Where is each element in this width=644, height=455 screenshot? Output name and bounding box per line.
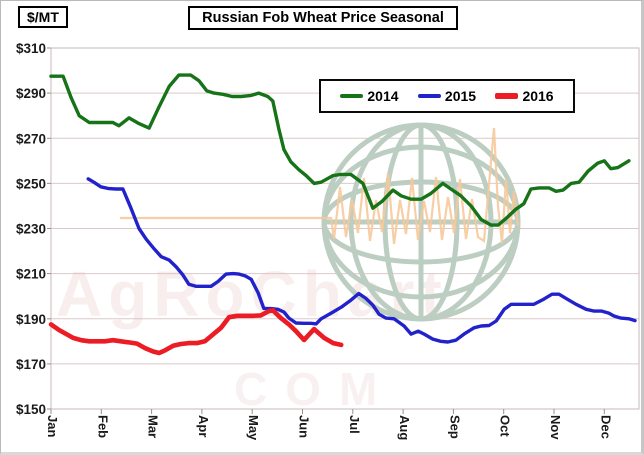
y-tick-label: $150: [16, 402, 46, 417]
y-axis-units-box: $/MT: [18, 6, 68, 28]
x-tick-label: Aug: [397, 415, 412, 440]
legend-label-2014: 2014: [367, 88, 399, 104]
x-tick-label: Jul: [347, 415, 362, 434]
legend-label-2015: 2015: [444, 88, 477, 104]
watermark-text-2: COM: [234, 363, 395, 415]
x-tick-label: Jun: [297, 415, 312, 438]
y-tick-label: $270: [16, 131, 46, 146]
x-tick-label: Feb: [95, 415, 110, 438]
chart-title: Russian Fob Wheat Price Seasonal: [202, 10, 444, 26]
x-tick-label: Mar: [146, 415, 161, 438]
x-tick-label: Apr: [196, 415, 211, 437]
x-tick-label: May: [246, 415, 261, 441]
price-sparkline-watermark: [120, 127, 520, 245]
legend-line-swatch-2016: [495, 93, 519, 99]
series-line-2016: [48, 307, 344, 356]
series-line-2014: [49, 73, 631, 227]
legend-entry-2015: 2015: [417, 88, 477, 104]
y-tick-label: $290: [16, 86, 46, 101]
legend-line-swatch-2014: [340, 94, 364, 98]
y-tick-label: $190: [16, 312, 46, 327]
x-tick-label: Oct: [498, 415, 513, 437]
legend: 2014 2015 2016: [319, 79, 575, 113]
y-tick-label: $230: [16, 222, 46, 237]
legend-entry-2014: 2014: [340, 88, 399, 104]
legend-line-swatch-2015: [417, 94, 441, 98]
chart-title-box: Russian Fob Wheat Price Seasonal: [188, 6, 458, 30]
x-tick-label: Sep: [447, 415, 462, 439]
x-tick-label: Dec: [598, 415, 613, 439]
legend-label-2016: 2016: [522, 88, 554, 104]
x-tick-label: Nov: [548, 415, 563, 440]
y-tick-label: $210: [16, 267, 46, 282]
y-tick-label: $310: [16, 41, 46, 56]
y-axis-units-label: $/MT: [27, 9, 59, 25]
y-tick-label: $250: [16, 176, 46, 191]
legend-entry-2016: 2016: [495, 88, 554, 104]
series-line-2015: [86, 177, 637, 344]
x-tick-label: Jan: [45, 415, 60, 437]
y-tick-label: $170: [16, 357, 46, 372]
